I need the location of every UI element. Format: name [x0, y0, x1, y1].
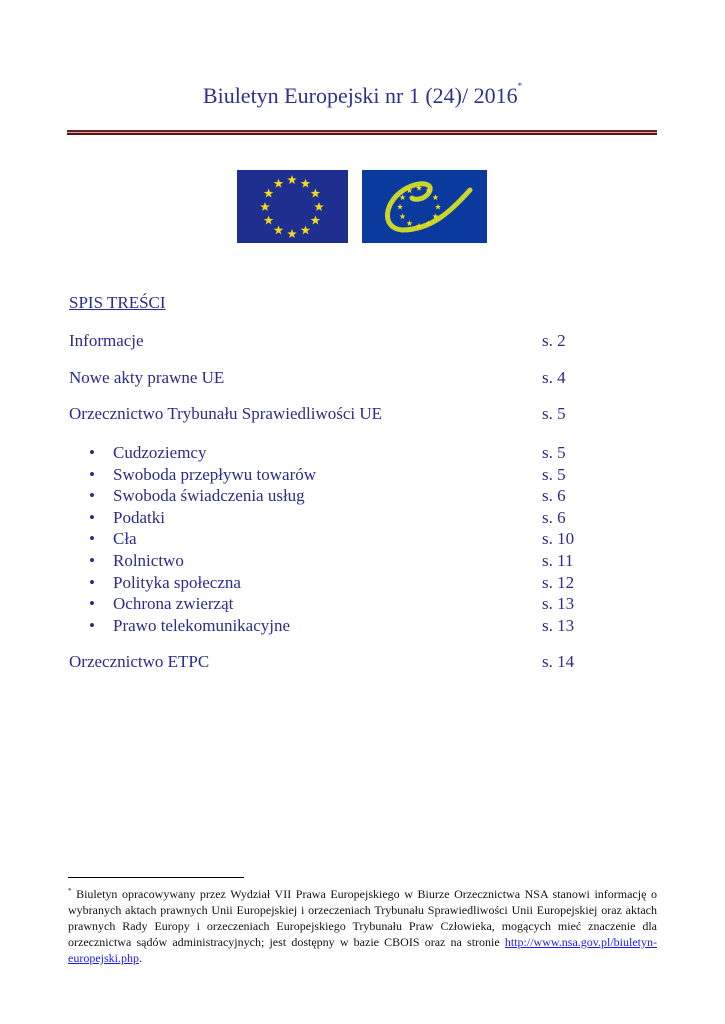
toc-entry[interactable]: • Polityka społeczna s. 12 — [69, 573, 589, 595]
star-icon — [287, 175, 297, 184]
bullet-icon: • — [89, 464, 95, 484]
toc-entry-label: Nowe akty prawne UE — [69, 368, 225, 387]
footnote-link[interactable]: http://www.nsa.gov.pl/biuletyn-europejsk… — [68, 935, 657, 965]
star-icon — [300, 225, 311, 235]
star-icon — [406, 220, 413, 226]
toc-entry[interactable]: • Ochrona zwierząt s. 13 — [69, 594, 589, 616]
toc-entry-page: s. 2 — [542, 331, 566, 350]
toc-entry[interactable]: Informacje s. 2 — [69, 331, 589, 353]
toc-entry-label: Polityka społeczna — [113, 572, 241, 592]
toc-entry[interactable]: Orzecznictwo ETPC s. 14 — [69, 652, 589, 674]
star-icon — [273, 225, 284, 235]
toc-entry-label: Prawo telekomunikacyjne — [113, 615, 291, 635]
toc-entry-page: s. 13 — [542, 615, 575, 635]
toc-entry[interactable]: • Cła s. 10 — [69, 529, 589, 551]
toc-entry-page: s. 12 — [542, 572, 575, 592]
toc-entry-label: Rolnictwo — [113, 551, 184, 570]
star-icon — [425, 220, 432, 226]
star-icon — [416, 222, 422, 229]
star-icon — [425, 187, 432, 194]
star-icon — [399, 194, 406, 201]
footnote-marker: * — [517, 81, 523, 91]
bullet-icon: • — [89, 443, 95, 462]
star-icon — [432, 194, 439, 201]
star-icon — [314, 202, 324, 211]
star-icon — [263, 215, 274, 225]
toc-entry[interactable]: • Swoboda przepływu towarów s. 5 — [69, 465, 589, 487]
toc-entry-label: Orzecznictwo ETPC — [69, 652, 210, 671]
star-icon — [263, 188, 274, 198]
toc-entry-page: s. 10 — [542, 529, 575, 549]
toc-entry[interactable]: • Podatki s. 6 — [69, 508, 589, 530]
star-icon — [399, 213, 406, 220]
star-icon — [300, 178, 311, 188]
toc-entry-page: s. 6 — [542, 507, 566, 527]
toc-entry-page: s. 5 — [542, 464, 566, 484]
toc-entry[interactable]: • Cudzoziemcy s. 5 — [69, 443, 589, 465]
toc-entry-page: s. 14 — [542, 652, 575, 671]
bullet-icon: • — [89, 529, 95, 549]
footnote-end: . — [139, 951, 142, 965]
page-title: Biuletyn Europejski nr 1 (24)/ 2016* — [0, 81, 725, 109]
toc-entry-page: s. 5 — [542, 443, 566, 462]
toc-entry[interactable]: • Prawo telekomunikacyjne s. 13 — [69, 616, 589, 638]
toc-entry-label: Cła — [113, 529, 137, 549]
toc-entry-label: Ochrona zwierząt — [113, 594, 234, 614]
footnote-text: Biuletyn opracowywany przez Wydział VII … — [68, 887, 658, 949]
star-icon — [406, 187, 413, 194]
eu-flag-icon — [237, 170, 348, 243]
bullet-icon: • — [89, 594, 95, 614]
toc-entry-label: Informacje — [69, 331, 144, 350]
star-icon — [432, 213, 439, 220]
bullet-icon: • — [89, 551, 95, 570]
council-of-europe-logo-icon — [362, 170, 487, 243]
footnote: * Biuletyn opracowywany przez Wydział VI… — [68, 883, 657, 966]
toc-entry-label: Swoboda przepływu towarów — [113, 464, 317, 484]
toc-entry-label: Orzecznictwo Trybunału Sprawiedliwości U… — [69, 404, 383, 423]
bullet-icon: • — [89, 507, 95, 527]
toc-heading: SPIS TREŚCI — [69, 293, 166, 312]
toc-entry-page: s. 4 — [542, 368, 566, 387]
bullet-icon: • — [89, 486, 95, 506]
toc-entry[interactable]: • Swoboda świadczenia usług s. 6 — [69, 486, 589, 508]
header-divider — [67, 130, 657, 135]
star-icon — [260, 202, 270, 211]
toc-entry[interactable]: • Rolnictwo s. 11 — [69, 551, 589, 573]
star-icon — [287, 229, 297, 238]
toc-entry-page: s. 5 — [542, 404, 566, 423]
toc-entry-label: Podatki — [113, 507, 165, 527]
toc-entry[interactable]: Nowe akty prawne UE s. 4 — [69, 368, 589, 390]
footnote-divider — [68, 877, 244, 878]
star-icon — [310, 215, 321, 225]
star-icon — [273, 178, 284, 188]
bullet-icon: • — [89, 572, 95, 592]
star-icon — [416, 184, 422, 191]
star-icon — [435, 203, 441, 210]
toc-entry[interactable]: Orzecznictwo Trybunału Sprawiedliwości U… — [69, 404, 589, 426]
toc-entry-page: s. 13 — [542, 594, 575, 614]
toc-entry-label: Swoboda świadczenia usług — [113, 486, 305, 506]
title-text: Biuletyn Europejski nr 1 (24)/ 2016 — [202, 83, 518, 108]
footnote-marker: * — [68, 887, 72, 895]
toc-entry-page: s. 6 — [542, 486, 566, 506]
bullet-icon: • — [89, 615, 95, 635]
star-icon — [310, 188, 321, 198]
toc-entry-page: s. 11 — [542, 551, 574, 570]
star-icon — [397, 203, 403, 210]
toc-entry-label: Cudzoziemcy — [113, 443, 207, 462]
